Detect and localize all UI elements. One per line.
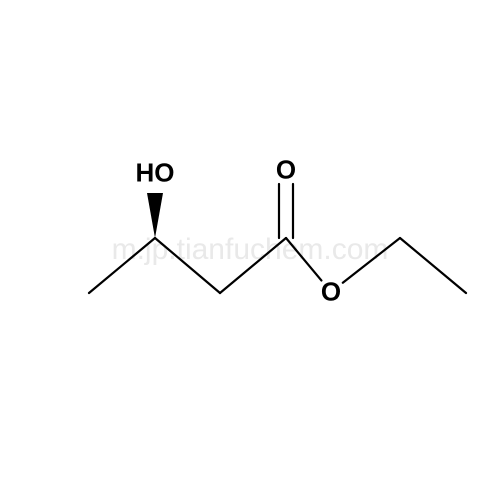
ester-oxygen-label: O	[321, 277, 341, 308]
carbonyl-oxygen-label: O	[276, 155, 296, 186]
hydroxyl-label: HO	[136, 158, 175, 189]
molecule-skeleton	[0, 0, 500, 500]
